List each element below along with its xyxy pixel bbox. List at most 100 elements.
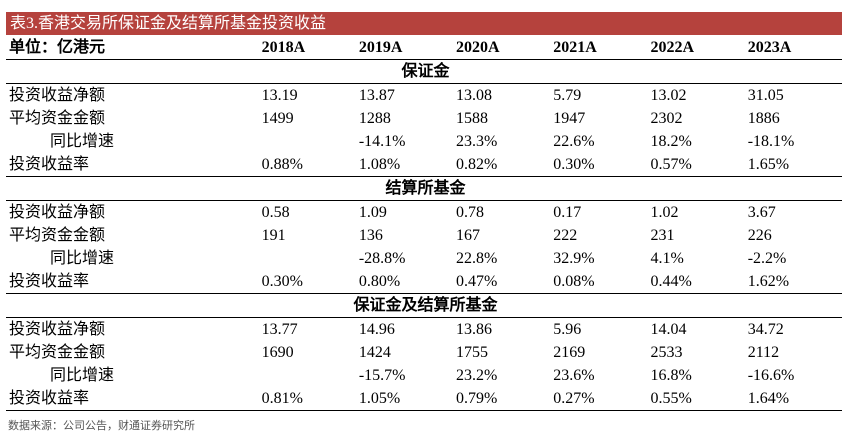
row-label: 投资收益净额 (9, 87, 106, 104)
cell: 0.82% (456, 156, 498, 173)
cell: 1.62% (747, 273, 790, 290)
data-row: 投资收益率 0.30% 0.80% 0.47% 0.08% 0.44% 1.62% (6, 270, 842, 294)
cell: 0.80% (358, 273, 401, 290)
cell: 167 (456, 227, 481, 244)
cell: 136 (358, 227, 383, 244)
row-label: 投资收益净额 (9, 204, 106, 221)
cell: 1.65% (747, 156, 790, 173)
cell: 23.3% (456, 133, 498, 150)
cell: 0.79% (453, 387, 551, 411)
cell: 1.02 (650, 204, 679, 221)
cell: 0.78 (456, 204, 485, 221)
cell: 222 (553, 227, 578, 244)
cell: 191 (261, 227, 286, 244)
cell: 34.72 (747, 321, 784, 338)
cell: 3.67 (747, 204, 776, 221)
row-label: 同比增速 (50, 250, 115, 267)
row-label: 同比增速 (50, 133, 115, 150)
cell (259, 247, 356, 270)
data-row: 同比增速 -15.7% 23.2% 23.6% 16.8% -16.6% (6, 364, 842, 387)
data-row: 平均资金金额 191 136 167 222 231 226 (6, 224, 842, 247)
data-row: 投资收益率 0.81% 1.05% 0.79% 0.27% 0.55% 1.64% (6, 387, 842, 411)
cell: 1424 (358, 344, 391, 361)
header-cell: 2023A (744, 35, 842, 60)
header-row: 单位：亿港元 2018A 2019A 2020A 2021A 2022A 2023A (6, 35, 842, 60)
cell: 0.47% (456, 273, 498, 290)
data-row: 同比增速 -14.1% 23.3% 22.6% 18.2% -18.1% (6, 130, 842, 153)
cell: 14.04 (650, 321, 687, 338)
cell: 0.30% (553, 156, 595, 173)
cell: 14.96 (358, 321, 395, 338)
row-label: 平均资金金额 (9, 344, 106, 361)
data-row: 同比增速 -28.8% 22.8% 32.9% 4.1% -2.2% (6, 247, 842, 270)
cell: -15.7% (358, 367, 406, 384)
row-label: 投资收益净额 (9, 321, 106, 338)
section-row: 保证金及结算所基金 (6, 293, 842, 318)
cell: -18.1% (747, 133, 795, 150)
header-cell: 2018A (258, 35, 356, 60)
table-title: 表3.香港交易所保证金及结算所基金投资收益 (6, 12, 842, 35)
cell: 5.79 (553, 87, 582, 104)
page: 表3.香港交易所保证金及结算所基金投资收益 单位：亿港元 2018A 2019A 20… (6, 12, 842, 433)
cell: 31.05 (747, 87, 784, 104)
cell: 18.2% (650, 133, 692, 150)
cell: 0.17 (553, 204, 582, 221)
cell: 23.6% (553, 367, 595, 384)
cell: 13.86 (456, 321, 493, 338)
cell: 1886 (747, 110, 780, 127)
table: 单位：亿港元 2018A 2019A 2020A 2021A 2022A 2023A 保证金投… (6, 35, 842, 411)
section-title: 保证金及结算所基金 (6, 293, 842, 318)
section-row: 保证金 (6, 59, 842, 84)
header-cell: 2020A (453, 35, 551, 60)
cell: 226 (747, 227, 772, 244)
cell: 1.08% (358, 156, 401, 173)
cell: 1588 (456, 110, 489, 127)
cell: 0.30% (261, 273, 303, 290)
header-cell: 2021A (550, 35, 648, 60)
data-row: 投资收益净额 0.58 1.09 0.78 0.17 1.02 3.67 (6, 201, 842, 225)
cell: 13.19 (261, 87, 298, 104)
cell: 231 (650, 227, 675, 244)
cell: -16.6% (747, 367, 795, 384)
data-row: 投资收益净额 13.77 14.96 13.86 5.96 14.04 34.72 (6, 318, 842, 342)
cell: 1499 (261, 110, 294, 127)
cell: 0.44% (650, 273, 692, 290)
cell: 22.6% (553, 133, 595, 150)
section-title: 保证金 (6, 59, 842, 84)
cell: -14.1% (358, 133, 406, 150)
cell: 23.2% (456, 367, 498, 384)
header-cell: 单位：亿港元 (6, 35, 259, 60)
cell: 1690 (261, 344, 294, 361)
section-title: 结算所基金 (6, 176, 842, 201)
cell: -2.2% (747, 250, 787, 267)
cell: 0.58 (261, 204, 290, 221)
cell: 0.57% (650, 156, 692, 173)
row-label: 平均资金金额 (9, 110, 106, 127)
cell: 1.05% (355, 387, 454, 411)
cell: 13.08 (456, 87, 493, 104)
data-row: 平均资金金额 1690 1424 1755 2169 2533 2112 (6, 341, 842, 364)
cell: 5.96 (553, 321, 582, 338)
row-label: 投资收益率 (9, 273, 90, 290)
row-label: 同比增速 (50, 367, 115, 384)
header-cell: 2019A (355, 35, 454, 60)
cell: 1947 (553, 110, 586, 127)
cell: 0.88% (261, 156, 303, 173)
cell: 1288 (358, 110, 391, 127)
header-cell: 2022A (647, 35, 745, 60)
cell: 16.8% (650, 367, 692, 384)
cell: 2112 (747, 344, 780, 361)
cell: 22.8% (456, 250, 498, 267)
data-row: 平均资金金额 1499 1288 1588 1947 2302 1886 (6, 107, 842, 130)
cell: 2169 (553, 344, 586, 361)
cell: 4.1% (650, 250, 684, 267)
section-row: 结算所基金 (6, 176, 842, 201)
cell: 2533 (650, 344, 683, 361)
cell: 0.27% (550, 387, 648, 411)
data-row: 投资收益净额 13.19 13.87 13.08 5.79 13.02 31.05 (6, 84, 842, 108)
cell: 1.09 (358, 204, 387, 221)
cell: 32.9% (553, 250, 595, 267)
cell: 2302 (650, 110, 683, 127)
cell: 1.64% (744, 387, 842, 411)
cell (259, 364, 356, 387)
